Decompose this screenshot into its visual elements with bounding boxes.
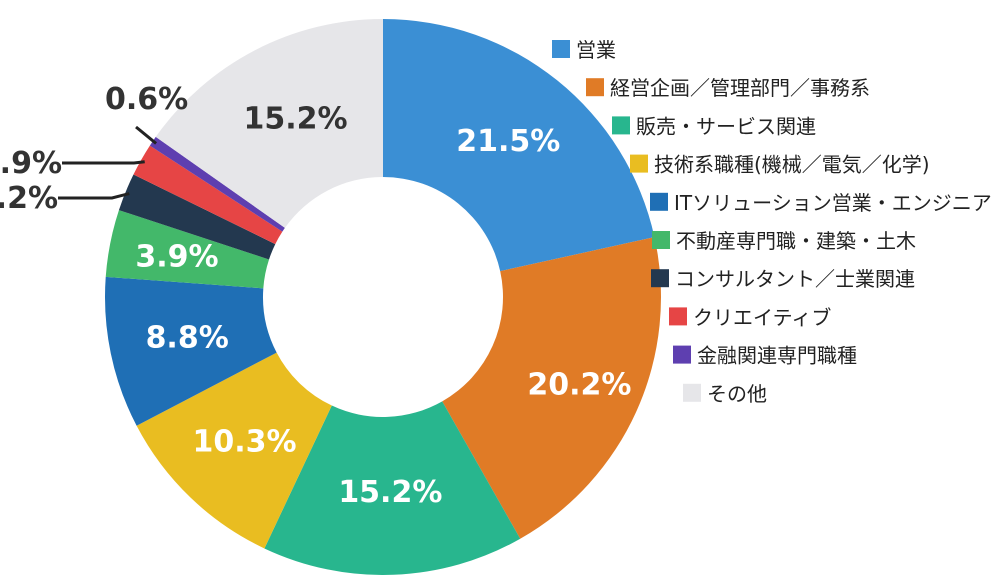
legend-label-2: 販売・サービス関連 — [636, 114, 816, 138]
legend-swatch-9 — [683, 383, 701, 402]
slice-4 — [105, 276, 277, 426]
legend-label-7: クリエイティブ — [693, 305, 831, 329]
slice-label-4: 8.8% — [146, 321, 229, 356]
slice-6 — [118, 174, 276, 260]
slice-labels: 21.5% 20.2% 15.2% 10.3% 8.8% 3.9% 2.2%1.9% 0.6%… — [0, 82, 631, 510]
slice-2 — [264, 401, 521, 576]
legend-swatch-2 — [612, 116, 630, 135]
legend-label-8: 金融関連専門職種 — [697, 344, 857, 368]
legend-label-9: その他 — [707, 382, 767, 406]
legend-label-1: 経営企画／管理部門／事務系 — [610, 76, 870, 100]
slice-label-3: 10.3% — [192, 424, 296, 459]
legend-swatch-4 — [650, 192, 668, 211]
legend-label-5: 不動産専門職・建築・土木 — [676, 229, 916, 253]
slice-label-0: 21.5% — [456, 124, 560, 159]
slice-1 — [442, 237, 661, 539]
legend-swatch-0 — [552, 40, 570, 58]
slice-5 — [105, 210, 270, 289]
legend-label-3: 技術系職種(機械／電気／化学) — [654, 153, 930, 177]
legend-swatch-8 — [673, 345, 691, 364]
legend-swatch-7 — [669, 307, 687, 326]
legend-label-4: ITソリューション営業・エンジニア — [674, 191, 992, 215]
legend-swatch-6 — [651, 269, 669, 288]
legend-swatch-1 — [586, 78, 604, 97]
slice-label-8: 0.6% — [105, 82, 188, 117]
slice-8 — [149, 136, 285, 232]
leader-lines — [58, 125, 158, 200]
slice-7 — [133, 145, 283, 245]
legend-swatch-3 — [630, 154, 648, 173]
leader-line-7 — [62, 160, 145, 165]
slice-label-6: 2.2% — [0, 181, 58, 216]
slice-3 — [136, 352, 332, 549]
slice-label-9: 15.2% — [243, 101, 347, 136]
legend-label-0: 営業 — [576, 38, 616, 62]
legend-swatch-5 — [652, 231, 670, 249]
slice-label-5: 3.9% — [135, 239, 218, 274]
slice-0 — [383, 19, 655, 272]
leader-line-8 — [135, 125, 158, 145]
slice-9 — [155, 19, 383, 228]
slice-label-7: 1.9% — [0, 146, 62, 181]
slice-label-1: 20.2% — [527, 367, 631, 402]
donut-slices — [105, 19, 661, 576]
leader-line-6 — [58, 192, 130, 200]
slice-label-2: 15.2% — [338, 475, 442, 510]
legend-label-6: コンサルタント／士業関連 — [675, 267, 915, 291]
